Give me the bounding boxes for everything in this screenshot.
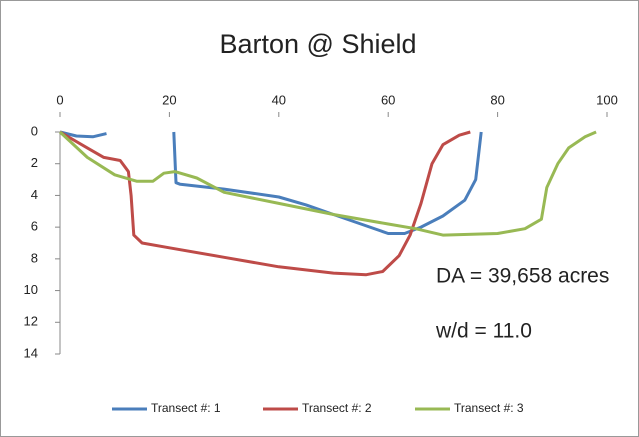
- annotation: DA = 39,658 acres: [436, 265, 609, 288]
- chart-title: Barton @ Shield: [219, 29, 416, 59]
- annotation: w/d = 11.0: [435, 320, 532, 343]
- y-tick-label: 4: [31, 187, 38, 202]
- x-tick-label: 100: [596, 92, 618, 107]
- x-tick-label: 20: [162, 92, 176, 107]
- line-series: [59, 130, 471, 277]
- y-tick-label: 8: [31, 250, 38, 265]
- y-tick-label: 14: [24, 345, 38, 360]
- x-tick-label: 40: [272, 92, 286, 107]
- x-tick-label: 0: [56, 92, 63, 107]
- legend-label: Transect #: 1: [151, 401, 221, 415]
- x-tick-label: 80: [490, 92, 504, 107]
- legend-label: Transect #: 2: [302, 401, 372, 415]
- line-series: [58, 130, 597, 237]
- x-tick-label: 60: [381, 92, 395, 107]
- legend-label: Transect #: 3: [454, 401, 524, 415]
- y-tick-label: 10: [24, 282, 38, 297]
- y-tick-label: 6: [31, 219, 38, 234]
- line-series: [59, 130, 483, 235]
- y-tick-label: 2: [31, 155, 38, 170]
- y-tick-label: 12: [24, 314, 38, 329]
- y-tick-label: 0: [31, 123, 38, 138]
